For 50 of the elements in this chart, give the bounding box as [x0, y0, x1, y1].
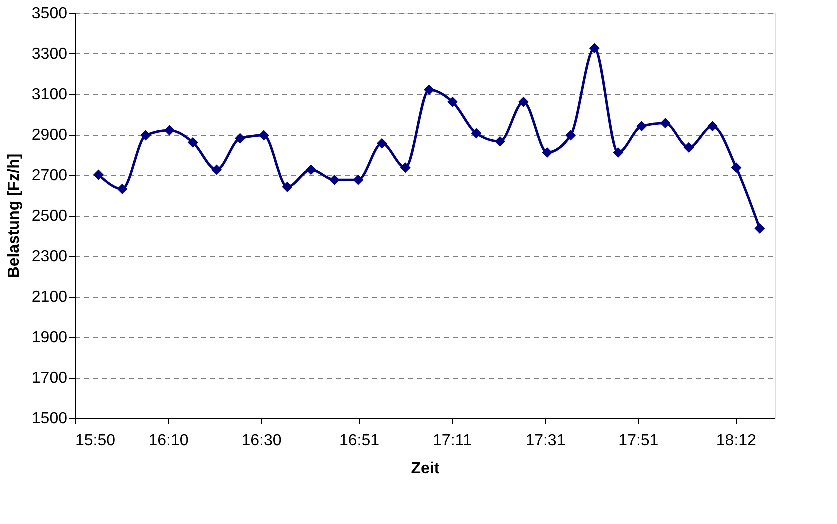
point	[566, 130, 576, 141]
x-tick-label: 17:31	[526, 432, 566, 450]
point	[212, 164, 222, 176]
point	[400, 162, 411, 174]
x-tick-label: 16:30	[242, 432, 282, 450]
x-tick-label: 18:12	[716, 432, 757, 450]
point	[282, 182, 293, 192]
point	[329, 174, 340, 186]
y-tick-label: 3500	[32, 6, 68, 22]
y-tick-label: 2300	[32, 248, 68, 266]
point	[684, 142, 694, 153]
y-tick-label: 1700	[32, 370, 68, 387]
point	[518, 96, 529, 108]
point	[471, 128, 482, 139]
y-tick-label: 2100	[32, 289, 68, 306]
point	[235, 133, 246, 144]
point	[589, 43, 600, 54]
y-tick-label: 3300	[32, 46, 68, 63]
point	[93, 170, 104, 180]
point	[164, 125, 175, 136]
point	[140, 130, 152, 141]
point	[306, 164, 316, 176]
point	[754, 223, 766, 234]
x-tick-label: 16:10	[148, 432, 189, 450]
point	[660, 118, 671, 129]
y-tick-label: 3100	[32, 86, 68, 104]
point	[188, 137, 198, 148]
point	[707, 121, 718, 132]
point	[613, 147, 624, 158]
point	[731, 162, 742, 174]
y-tick-label: 2700	[32, 168, 68, 184]
point	[448, 96, 458, 108]
x-axis-title: Zeit	[411, 460, 440, 478]
x-tick-label: 16:51	[339, 432, 380, 450]
y-tick-label: 1500	[32, 410, 68, 428]
point	[117, 184, 128, 194]
x-tick-label: 17:51	[618, 432, 659, 450]
x-tick-label: 17:11	[433, 432, 472, 450]
point	[258, 130, 270, 141]
x-tick-label: 15:50	[76, 432, 116, 450]
y-axis-title: Belastung [Fz/h]	[6, 154, 23, 278]
point	[353, 174, 364, 186]
y-tick-label: 1900	[32, 330, 68, 346]
y-tick-label: 2500	[32, 208, 68, 225]
point	[376, 138, 388, 149]
point	[542, 147, 553, 158]
point	[424, 84, 435, 96]
y-tick-label: 2900	[32, 127, 68, 144]
point	[636, 121, 648, 132]
point	[495, 136, 506, 147]
